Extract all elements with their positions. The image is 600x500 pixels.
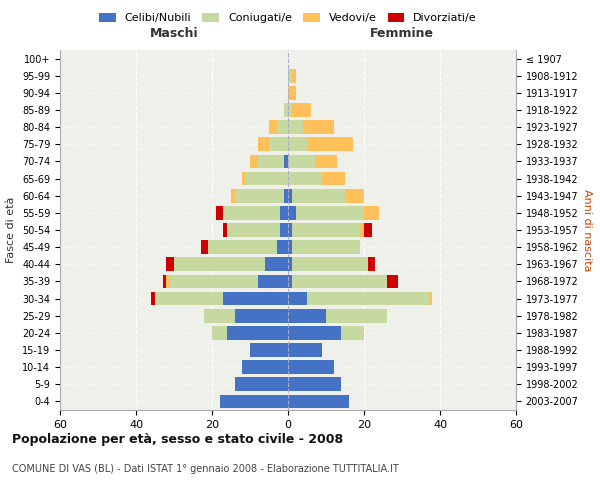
Bar	[368, 258, 376, 271]
Bar	[322, 172, 345, 185]
Bar	[364, 223, 371, 237]
Bar	[288, 360, 334, 374]
Bar	[296, 206, 364, 220]
Bar	[303, 120, 334, 134]
Bar	[284, 154, 288, 168]
Bar	[257, 154, 284, 168]
Bar	[387, 274, 398, 288]
Bar	[288, 326, 341, 340]
Bar	[235, 309, 288, 322]
Bar	[208, 240, 277, 254]
Bar	[280, 223, 288, 237]
Bar	[174, 258, 265, 271]
Bar	[288, 189, 292, 202]
Bar	[246, 172, 288, 185]
Bar	[288, 309, 326, 322]
Bar	[364, 206, 379, 220]
Bar	[200, 240, 208, 254]
Bar	[223, 206, 280, 220]
Bar	[288, 223, 292, 237]
Bar	[288, 138, 307, 151]
Bar	[288, 394, 349, 408]
Bar	[170, 274, 257, 288]
Bar	[288, 274, 292, 288]
Bar	[269, 138, 288, 151]
Bar	[265, 258, 288, 271]
Bar	[288, 240, 292, 254]
Bar	[341, 326, 364, 340]
Bar	[277, 120, 288, 134]
Bar	[269, 120, 277, 134]
Legend: Celibi/Nubili, Coniugati/e, Vedovi/e, Divorziati/e: Celibi/Nubili, Coniugati/e, Vedovi/e, Di…	[95, 8, 481, 28]
Bar	[292, 69, 296, 82]
Bar	[212, 326, 227, 340]
Bar	[288, 206, 296, 220]
Bar	[280, 206, 288, 220]
Bar	[155, 292, 223, 306]
Bar	[288, 172, 322, 185]
Bar	[220, 394, 288, 408]
Bar	[292, 258, 368, 271]
Y-axis label: Fasce di età: Fasce di età	[7, 197, 16, 263]
Bar	[257, 274, 288, 288]
Bar	[314, 154, 337, 168]
Bar	[227, 326, 288, 340]
Y-axis label: Anni di nascita: Anni di nascita	[583, 188, 592, 271]
Bar	[242, 360, 288, 374]
Bar	[288, 343, 322, 357]
Bar	[307, 138, 353, 151]
Bar	[223, 223, 227, 237]
Bar	[163, 274, 166, 288]
Bar	[288, 258, 292, 271]
Bar	[235, 378, 288, 391]
Text: Popolazione per età, sesso e stato civile - 2008: Popolazione per età, sesso e stato civil…	[12, 432, 343, 446]
Bar	[292, 274, 387, 288]
Bar	[288, 103, 292, 117]
Bar	[307, 292, 428, 306]
Bar	[292, 103, 311, 117]
Bar	[284, 103, 288, 117]
Bar	[292, 223, 360, 237]
Bar	[284, 189, 288, 202]
Bar	[292, 240, 360, 254]
Bar	[288, 292, 307, 306]
Bar	[288, 154, 314, 168]
Bar	[242, 172, 246, 185]
Bar	[288, 69, 292, 82]
Bar	[205, 309, 235, 322]
Bar	[345, 189, 364, 202]
Bar	[151, 292, 155, 306]
Text: COMUNE DI VAS (BL) - Dati ISTAT 1° gennaio 2008 - Elaborazione TUTTITALIA.IT: COMUNE DI VAS (BL) - Dati ISTAT 1° genna…	[12, 464, 399, 474]
Bar	[235, 189, 284, 202]
Bar	[250, 343, 288, 357]
Bar	[288, 120, 303, 134]
Bar	[288, 378, 341, 391]
Bar	[223, 292, 288, 306]
Bar	[227, 223, 280, 237]
Bar	[166, 274, 170, 288]
Text: Maschi: Maschi	[149, 26, 199, 40]
Bar	[428, 292, 433, 306]
Bar	[216, 206, 223, 220]
Bar	[166, 258, 174, 271]
Bar	[257, 138, 269, 151]
Bar	[250, 154, 257, 168]
Bar	[326, 309, 387, 322]
Bar	[360, 223, 364, 237]
Bar	[231, 189, 235, 202]
Bar	[292, 189, 345, 202]
Bar	[288, 86, 296, 100]
Text: Femmine: Femmine	[370, 26, 434, 40]
Bar	[277, 240, 288, 254]
